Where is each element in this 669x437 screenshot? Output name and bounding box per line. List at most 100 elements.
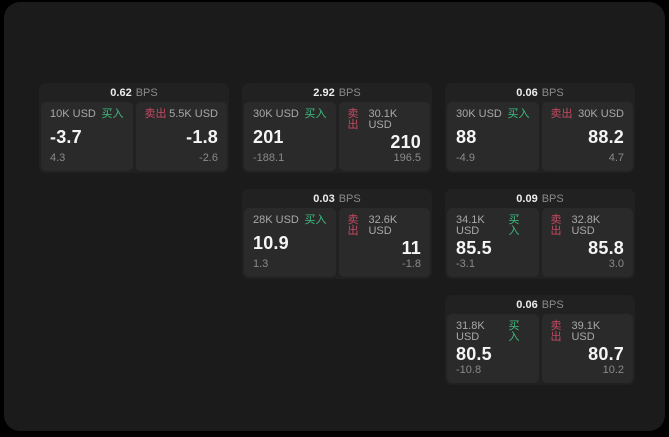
sell-panel[interactable]: 卖出 30K USD 88.2 4.7 bbox=[541, 102, 633, 171]
buy-panel[interactable]: 31.8K USD 买入 80.5 -10.8 bbox=[447, 314, 539, 383]
buy-panel[interactable]: 30K USD 买入 201 -188.1 bbox=[244, 102, 336, 171]
quote-card: 0.09 BPS 34.1K USD 买入 85.5 -3.1 卖出 32.8K… bbox=[445, 189, 635, 279]
quote-card: 2.92 BPS 30K USD 买入 201 -188.1 卖出 30.1K … bbox=[242, 83, 432, 173]
buy-side-label: 买入 bbox=[304, 108, 327, 120]
quote-card: 0.06 BPS 31.8K USD 买入 80.5 -10.8 卖出 39.1… bbox=[445, 295, 635, 385]
sell-price: 11 bbox=[401, 238, 421, 258]
sell-delta: 10.2 bbox=[602, 364, 624, 376]
sell-amount: 30K USD bbox=[578, 108, 624, 120]
sell-meta-row: 卖出 32.6K USD bbox=[348, 215, 422, 237]
quote-card: 0.03 BPS 28K USD 买入 10.9 1.3 卖出 32.6K US… bbox=[242, 189, 432, 279]
buy-delta: -3.1 bbox=[456, 258, 475, 270]
sell-price: 85.8 bbox=[588, 238, 624, 258]
quote-panels: 30K USD 买入 88 -4.9 卖出 30K USD 88.2 4.7 bbox=[447, 102, 633, 171]
buy-meta-row: 34.1K USD 买入 bbox=[456, 215, 530, 237]
buy-amount: 34.1K USD bbox=[456, 214, 485, 237]
bps-unit: BPS bbox=[338, 87, 361, 99]
buy-meta-row: 30K USD 买入 bbox=[456, 109, 530, 120]
quote-card: 0.62 BPS 10K USD 买入 -3.7 4.3 卖出 5.5K USD bbox=[39, 83, 229, 173]
buy-amount: 30K USD bbox=[456, 108, 502, 120]
buy-delta: -188.1 bbox=[253, 152, 285, 164]
sell-meta-row: 卖出 32.8K USD bbox=[551, 215, 625, 237]
quote-panels: 30K USD 买入 201 -188.1 卖出 30.1K USD 210 1… bbox=[244, 102, 430, 171]
sell-price: -1.8 bbox=[186, 126, 218, 147]
buy-meta-row: 28K USD 买入 bbox=[253, 215, 327, 226]
buy-side-label: 买入 bbox=[508, 214, 520, 237]
sell-side-label: 卖出 bbox=[550, 320, 562, 343]
sell-meta-row: 卖出 39.1K USD bbox=[551, 321, 625, 343]
bps-value: 2.92 bbox=[313, 87, 335, 99]
buy-delta: 1.3 bbox=[253, 258, 269, 270]
buy-side-label: 买入 bbox=[101, 108, 124, 120]
sell-panel[interactable]: 卖出 5.5K USD -1.8 -2.6 bbox=[135, 102, 227, 171]
card-header: 0.06 BPS bbox=[447, 85, 633, 102]
sell-panel[interactable]: 卖出 32.6K USD 11 -1.8 bbox=[338, 208, 430, 277]
buy-amount: 30K USD bbox=[253, 108, 299, 120]
bps-value: 0.06 bbox=[516, 299, 538, 311]
card-header: 0.06 BPS bbox=[447, 297, 633, 314]
sell-price: 88.2 bbox=[588, 126, 624, 147]
sell-side-label: 卖出 bbox=[550, 214, 562, 237]
buy-price: 10.9 bbox=[253, 232, 289, 253]
sell-amount: 5.5K USD bbox=[169, 108, 218, 120]
buy-price: 80.5 bbox=[456, 344, 492, 364]
sell-amount: 39.1K USD bbox=[571, 320, 601, 343]
buy-side-label: 买入 bbox=[508, 320, 520, 343]
quote-panels: 34.1K USD 买入 85.5 -3.1 卖出 32.8K USD 85.8… bbox=[447, 208, 633, 277]
bps-unit: BPS bbox=[135, 87, 158, 99]
buy-panel[interactable]: 28K USD 买入 10.9 1.3 bbox=[244, 208, 336, 277]
bps-value: 0.06 bbox=[516, 87, 538, 99]
buy-side-label: 买入 bbox=[507, 108, 530, 120]
quote-panels: 10K USD 买入 -3.7 4.3 卖出 5.5K USD -1.8 -2.… bbox=[41, 102, 227, 171]
sell-amount: 30.1K USD bbox=[368, 108, 398, 131]
quotes-grid: 0.62 BPS 10K USD 买入 -3.7 4.3 卖出 5.5K USD bbox=[39, 83, 635, 385]
buy-meta-row: 10K USD 买入 bbox=[50, 109, 124, 120]
sell-delta: -1.8 bbox=[402, 258, 421, 270]
buy-price: 85.5 bbox=[456, 238, 492, 258]
buy-delta: 4.3 bbox=[50, 152, 66, 164]
quote-card: 0.06 BPS 30K USD 买入 88 -4.9 卖出 30K USD bbox=[445, 83, 635, 173]
sell-delta: 196.5 bbox=[393, 152, 421, 164]
sell-delta: 4.7 bbox=[608, 152, 624, 164]
card-header: 0.09 BPS bbox=[447, 191, 633, 208]
sell-side-label: 卖出 bbox=[347, 214, 359, 237]
sell-price: 210 bbox=[390, 132, 421, 152]
sell-panel[interactable]: 卖出 32.8K USD 85.8 3.0 bbox=[541, 208, 633, 277]
sell-price: 80.7 bbox=[588, 344, 624, 364]
sell-side-label: 卖出 bbox=[550, 108, 573, 120]
card-header: 2.92 BPS bbox=[244, 85, 430, 102]
buy-meta-row: 31.8K USD 买入 bbox=[456, 321, 530, 343]
sell-panel[interactable]: 卖出 39.1K USD 80.7 10.2 bbox=[541, 314, 633, 383]
sell-side-label: 卖出 bbox=[144, 108, 167, 120]
buy-price: 88 bbox=[456, 126, 477, 147]
buy-amount: 10K USD bbox=[50, 108, 96, 120]
sell-amount: 32.8K USD bbox=[571, 214, 601, 237]
sell-meta-row: 卖出 5.5K USD bbox=[145, 109, 219, 120]
sell-panel[interactable]: 卖出 30.1K USD 210 196.5 bbox=[338, 102, 430, 171]
sell-meta-row: 卖出 30K USD bbox=[551, 109, 625, 120]
buy-delta: -10.8 bbox=[456, 364, 482, 376]
buy-amount: 28K USD bbox=[253, 214, 299, 226]
buy-panel[interactable]: 34.1K USD 买入 85.5 -3.1 bbox=[447, 208, 539, 277]
sell-delta: 3.0 bbox=[608, 258, 624, 270]
app-window: 0.62 BPS 10K USD 买入 -3.7 4.3 卖出 5.5K USD bbox=[4, 2, 665, 431]
buy-meta-row: 30K USD 买入 bbox=[253, 109, 327, 120]
buy-side-label: 买入 bbox=[304, 214, 327, 226]
sell-side-label: 卖出 bbox=[347, 108, 359, 131]
quote-panels: 31.8K USD 买入 80.5 -10.8 卖出 39.1K USD 80.… bbox=[447, 314, 633, 383]
sell-meta-row: 卖出 30.1K USD bbox=[348, 109, 422, 131]
sell-amount: 32.6K USD bbox=[368, 214, 398, 237]
quote-panels: 28K USD 买入 10.9 1.3 卖出 32.6K USD 11 -1.8 bbox=[244, 208, 430, 277]
buy-delta: -4.9 bbox=[456, 152, 475, 164]
buy-panel[interactable]: 10K USD 买入 -3.7 4.3 bbox=[41, 102, 133, 171]
bps-unit: BPS bbox=[338, 193, 361, 205]
bps-value: 0.09 bbox=[516, 193, 538, 205]
buy-panel[interactable]: 30K USD 买入 88 -4.9 bbox=[447, 102, 539, 171]
bps-unit: BPS bbox=[541, 193, 564, 205]
buy-price: 201 bbox=[253, 126, 284, 147]
bps-unit: BPS bbox=[541, 87, 564, 99]
buy-price: -3.7 bbox=[50, 126, 82, 147]
card-header: 0.03 BPS bbox=[244, 191, 430, 208]
card-header: 0.62 BPS bbox=[41, 85, 227, 102]
bps-unit: BPS bbox=[541, 299, 564, 311]
